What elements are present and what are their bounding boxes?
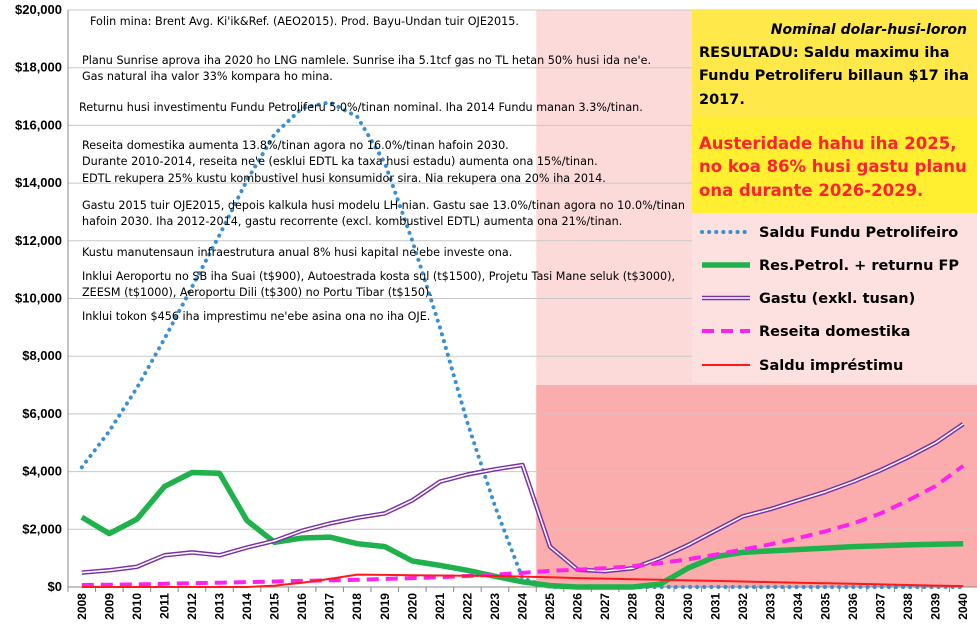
note-edtl: EDTL rekupera 25% kustu kombustivel husi…: [82, 172, 606, 185]
x-tick-label: 2011: [157, 593, 171, 619]
x-tick-label: 2013: [213, 593, 227, 620]
shaded-region-1: [536, 385, 977, 587]
series-0-line: [79, 100, 966, 589]
x-tick-label: 2017: [323, 593, 337, 620]
x-tick-label: 2033: [763, 593, 777, 620]
x-tick-label: 2022: [460, 593, 474, 620]
note-domestic-revenue: Reseita domestika aumenta 13.8%/tinan ag…: [82, 139, 509, 152]
result-line-2: Fundu Petroliferu billaun $17 iha: [699, 68, 969, 84]
x-tick-label: 2016: [295, 593, 309, 620]
y-tick-label: $14,000: [15, 175, 62, 190]
result-box: Nominal dolar-husi-loron RESULTADU: Sald…: [692, 10, 977, 213]
x-tick-label: 2008: [75, 593, 89, 620]
units-label: Nominal dolar-husi-loron: [771, 22, 967, 38]
x-tick-label: 2026: [571, 593, 585, 620]
legend-label-loans: Saldu impréstimu: [759, 358, 903, 374]
legend-label-domestic: Reseita domestika: [759, 324, 910, 340]
x-tick-label: 2034: [791, 593, 805, 620]
x-tick-label: 2019: [378, 593, 392, 620]
note-return: Returnu husi investimentu Fundu Petrolif…: [79, 101, 643, 114]
x-tick-label: 2023: [488, 593, 502, 620]
note-gas-value: Gas natural iha valor 33% kompara ho min…: [82, 70, 333, 83]
x-tick-label: 2030: [681, 593, 695, 620]
x-tick-label: 2032: [736, 593, 750, 620]
x-tick-label: 2012: [185, 593, 199, 620]
y-tick-label: $0: [48, 579, 62, 594]
x-tick-label: 2009: [102, 593, 116, 620]
note-revenue-history: Durante 2010-2014, reseita ne'e (esklui …: [82, 155, 598, 168]
legend-label-fund: Saldu Fundu Petrolifeiro: [759, 225, 958, 241]
note-sunrise: Planu Sunrise aprova iha 2020 ho LNG nam…: [82, 54, 651, 67]
series-4-line: [81, 573, 964, 588]
x-tick-label: 2018: [350, 593, 364, 620]
y-tick-label: $18,000: [15, 60, 62, 75]
notes-block: Folin mina: Brent Avg. Ki'ik&Ref. (AEO20…: [79, 15, 685, 323]
note-loans: Inklui tokon $456 iha imprestimu ne'ebe …: [82, 310, 430, 323]
y-tick-label: $12,000: [15, 233, 62, 248]
y-tick-label: $10,000: [15, 291, 62, 306]
x-tick-label: 2015: [268, 593, 282, 620]
x-tick-label: 2025: [543, 593, 557, 620]
x-tick-label: 2031: [708, 593, 722, 620]
austerity-box-bg: [692, 118, 977, 213]
y-tick-label: $4,000: [22, 464, 62, 479]
series-lines: [79, 100, 966, 590]
x-tick-label: 2014: [240, 593, 254, 620]
legend-swatches: [700, 230, 752, 366]
x-tick-label: 2021: [433, 593, 447, 620]
note-spending-b: hafoin 2030. Iha 2012-2014, gastu recorr…: [82, 215, 622, 228]
note-projects-b: ZEESM (t$1000), Aeroportu Dili (t$300) n…: [82, 286, 433, 299]
note-spending-a: Gastu 2015 tuir OJE2015, depois kalkula …: [82, 199, 685, 212]
note-projects-a: Inklui Aeroportu no SB iha Suai (t$900),…: [82, 270, 675, 283]
note-fuel-price: Folin mina: Brent Avg. Ki'ik&Ref. (AEO20…: [90, 15, 519, 28]
series-2-line-inner: [81, 423, 964, 574]
legend-label-petroleum: Res.Petrol. + returnu FP: [759, 258, 959, 274]
x-tick-label: 2027: [598, 593, 612, 620]
x-tick-label: 2038: [901, 593, 915, 620]
austerity-line-2: no koa 86% husi gastu planu: [699, 157, 967, 176]
y-tick-label: $8,000: [22, 348, 62, 363]
x-tick-label: 2024: [516, 593, 530, 620]
x-tick-label: 2028: [626, 593, 640, 620]
y-tick-label: $16,000: [15, 117, 62, 132]
series-1-line: [80, 469, 964, 590]
axes: $0 $2,000 $4,000 $6,000 $8,000 $10,000 $12,000…: [15, 2, 977, 620]
result-line-3: 2017.: [699, 92, 745, 108]
result-line-1: RESULTADU: Saldu maximu iha: [699, 45, 950, 61]
x-tick-label: 2020: [405, 593, 419, 620]
x-tick-label: 2010: [130, 593, 144, 620]
legend: Saldu Fundu Petrolifeiro Res.Petrol. + r…: [692, 213, 977, 383]
austerity-line-1: Austeridade hahu iha 2025,: [699, 134, 957, 153]
austerity-line-3: ona durante 2026-2029.: [699, 181, 923, 200]
x-tick-label: 2036: [846, 593, 860, 620]
x-tick-label: 2040: [956, 593, 970, 620]
x-tick-label: 2037: [874, 593, 888, 620]
x-tick-label: 2029: [653, 593, 667, 620]
legend-label-spending: Gastu (exkl. tusan): [759, 291, 915, 307]
x-tick-label: 2035: [819, 593, 833, 620]
y-tick-label: $2,000: [22, 521, 62, 536]
y-tick-label: $6,000: [22, 406, 62, 421]
y-tick-label: $20,000: [15, 2, 62, 17]
note-maintenance: Kustu manutensaun infraestrutura anual 8…: [82, 246, 512, 259]
series-3-line: [81, 464, 965, 587]
x-tick-label: 2039: [929, 593, 943, 620]
